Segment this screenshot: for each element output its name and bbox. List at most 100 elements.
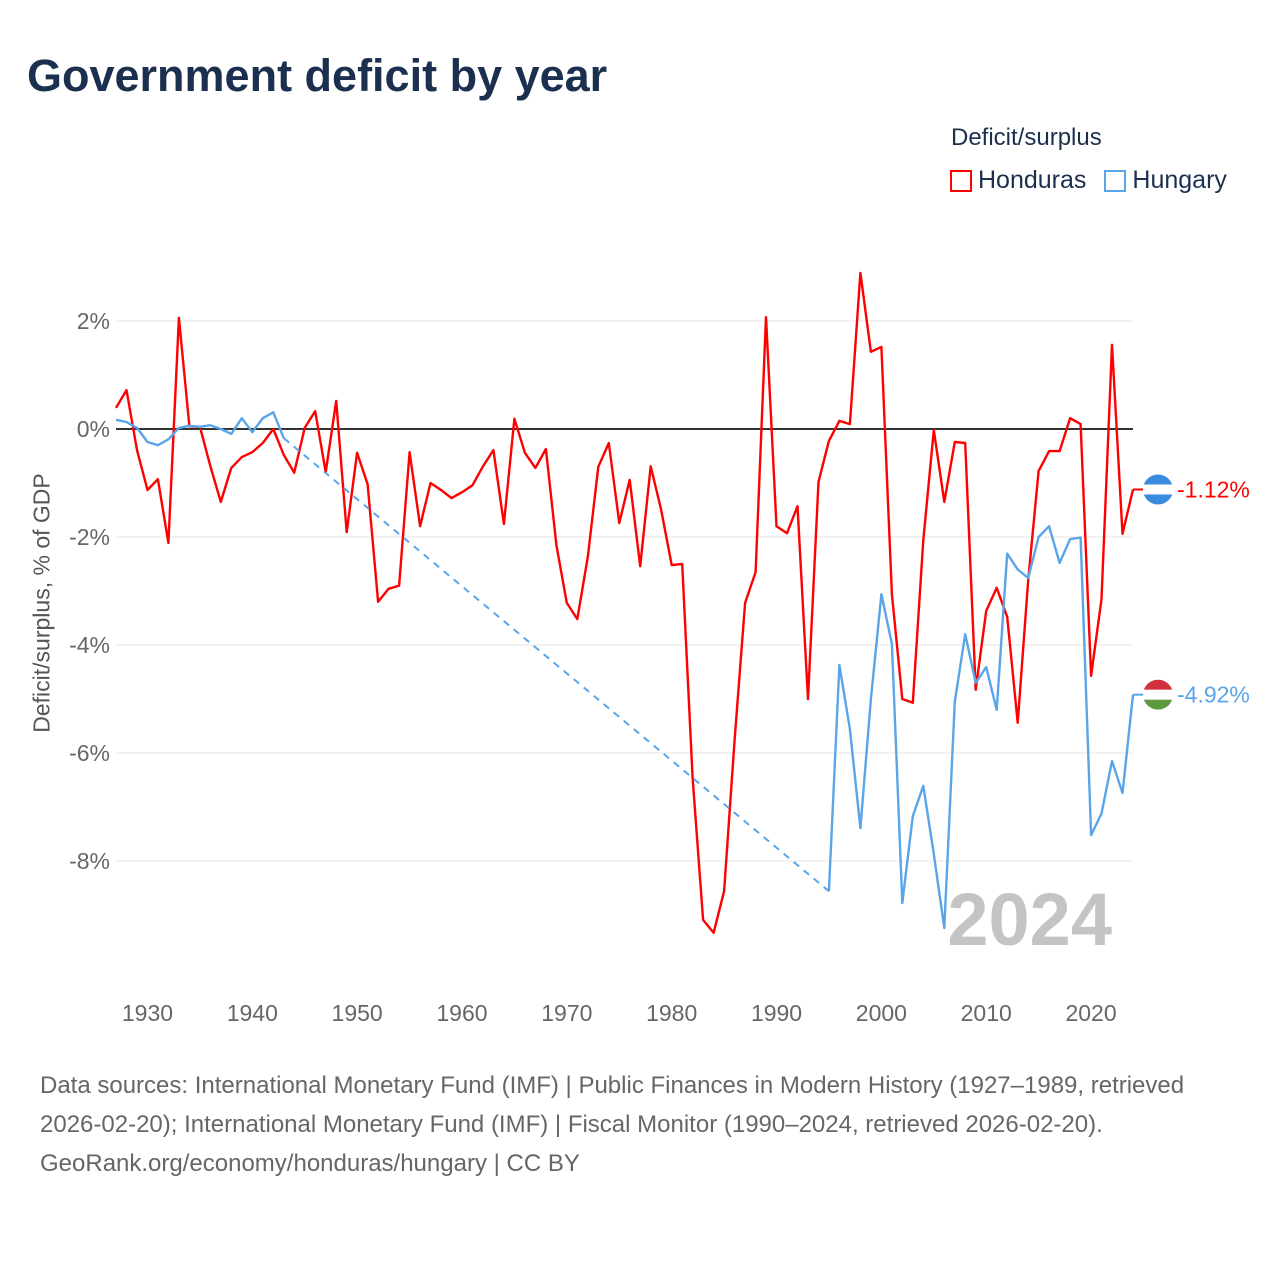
data-point-honduras <box>575 617 579 621</box>
data-point-honduras <box>114 406 118 410</box>
data-point-honduras <box>722 889 726 893</box>
x-tick-label: 1950 <box>332 1000 383 1026</box>
data-point-honduras <box>512 417 516 421</box>
data-point-honduras <box>271 427 275 431</box>
data-point-honduras <box>533 466 537 470</box>
data-point-honduras <box>282 453 286 457</box>
data-point-hungary <box>911 814 915 818</box>
legend-label-hungary: Hungary <box>1132 166 1227 194</box>
data-point-honduras <box>1110 343 1114 347</box>
data-point-hungary <box>1068 537 1072 541</box>
data-point-hungary <box>953 700 957 704</box>
data-point-honduras <box>890 592 894 596</box>
data-point-honduras <box>387 587 391 591</box>
data-point-honduras <box>491 448 495 452</box>
y-tick-label: -8% <box>69 848 110 874</box>
chart-title: Government deficit by year <box>27 50 608 101</box>
y-tick-label: -6% <box>69 740 110 766</box>
data-point-hungary <box>827 889 831 893</box>
data-point-hungary <box>250 430 254 434</box>
credit-link[interactable]: GeoRank.org/economy/honduras/hungary | C… <box>40 1150 580 1177</box>
x-tick-label: 1960 <box>436 1000 487 1026</box>
data-point-honduras <box>649 464 653 468</box>
data-point-hungary <box>963 632 967 636</box>
data-point-honduras <box>995 586 999 590</box>
data-point-hungary <box>984 665 988 669</box>
data-point-honduras <box>596 465 600 469</box>
data-point-hungary <box>1089 833 1093 837</box>
data-point-hungary <box>271 410 275 414</box>
data-point-honduras <box>712 931 716 935</box>
data-point-honduras <box>313 409 317 413</box>
data-point-hungary <box>1037 535 1041 539</box>
data-point-honduras <box>408 450 412 454</box>
data-point-honduras <box>586 555 590 559</box>
data-point-honduras <box>156 477 160 481</box>
data-point-honduras <box>124 388 128 392</box>
data-point-honduras <box>229 466 233 470</box>
data-point-hungary <box>219 427 223 431</box>
data-point-honduras <box>240 455 244 459</box>
data-point-honduras <box>984 609 988 613</box>
data-point-honduras <box>733 738 737 742</box>
data-point-honduras <box>827 439 831 443</box>
legend-title: Deficit/surplus <box>951 124 1102 151</box>
data-point-honduras <box>670 563 674 567</box>
data-point-honduras <box>764 315 768 319</box>
data-point-hungary <box>1016 567 1020 571</box>
data-point-honduras <box>565 601 569 605</box>
data-point-hungary <box>282 436 286 440</box>
legend-item-honduras[interactable]: Honduras <box>950 166 1086 195</box>
data-point-honduras <box>166 541 170 545</box>
data-point-honduras <box>816 480 820 484</box>
data-point-honduras <box>1005 615 1009 619</box>
data-point-honduras <box>1058 449 1062 453</box>
data-point-honduras <box>942 500 946 504</box>
legend-item-hungary[interactable]: Hungary <box>1104 166 1227 195</box>
data-point-hungary <box>858 826 862 830</box>
y-tick-label: -4% <box>69 632 110 658</box>
data-point-hungary <box>1110 759 1114 763</box>
data-point-hungary <box>1121 791 1125 795</box>
data-point-honduras <box>177 316 181 320</box>
data-point-honduras <box>1079 422 1083 426</box>
x-tick-label: 2020 <box>1065 1000 1116 1026</box>
data-point-hungary <box>848 727 852 731</box>
data-point-honduras <box>261 441 265 445</box>
data-point-honduras <box>1016 721 1020 725</box>
data-point-honduras <box>554 543 558 547</box>
data-point-honduras <box>858 271 862 275</box>
data-point-honduras <box>900 697 904 701</box>
data-point-hungary <box>208 423 212 427</box>
data-point-honduras <box>974 688 978 692</box>
data-point-honduras <box>523 451 527 455</box>
data-point-hungary <box>837 663 841 667</box>
legend-label-honduras: Honduras <box>978 166 1087 194</box>
series-line-honduras <box>114 271 1135 934</box>
y-tick-label: 2% <box>77 308 110 334</box>
data-point-hungary <box>974 681 978 685</box>
data-point-honduras <box>345 530 349 534</box>
data-point-honduras <box>397 584 401 588</box>
data-point-honduras <box>953 440 957 444</box>
data-sources: Data sources: International Monetary Fun… <box>40 1072 1185 1138</box>
data-point-hungary <box>921 784 925 788</box>
data-point-hungary <box>1058 561 1062 565</box>
data-point-hungary <box>879 592 883 596</box>
data-point-honduras <box>145 488 149 492</box>
data-point-honduras <box>303 426 307 430</box>
x-tick-label: 1980 <box>646 1000 697 1026</box>
data-point-hungary <box>240 416 244 420</box>
data-point-honduras <box>806 697 810 701</box>
data-point-hungary <box>145 440 149 444</box>
data-point-honduras <box>785 531 789 535</box>
x-tick-label: 2010 <box>961 1000 1012 1026</box>
data-point-honduras <box>1047 449 1051 453</box>
data-point-hungary <box>1047 524 1051 528</box>
data-point-honduras <box>869 350 873 354</box>
end-label-honduras: -1.12% <box>1177 476 1250 502</box>
data-point-honduras <box>250 450 254 454</box>
data-point-honduras <box>795 504 799 508</box>
data-point-honduras <box>837 419 841 423</box>
